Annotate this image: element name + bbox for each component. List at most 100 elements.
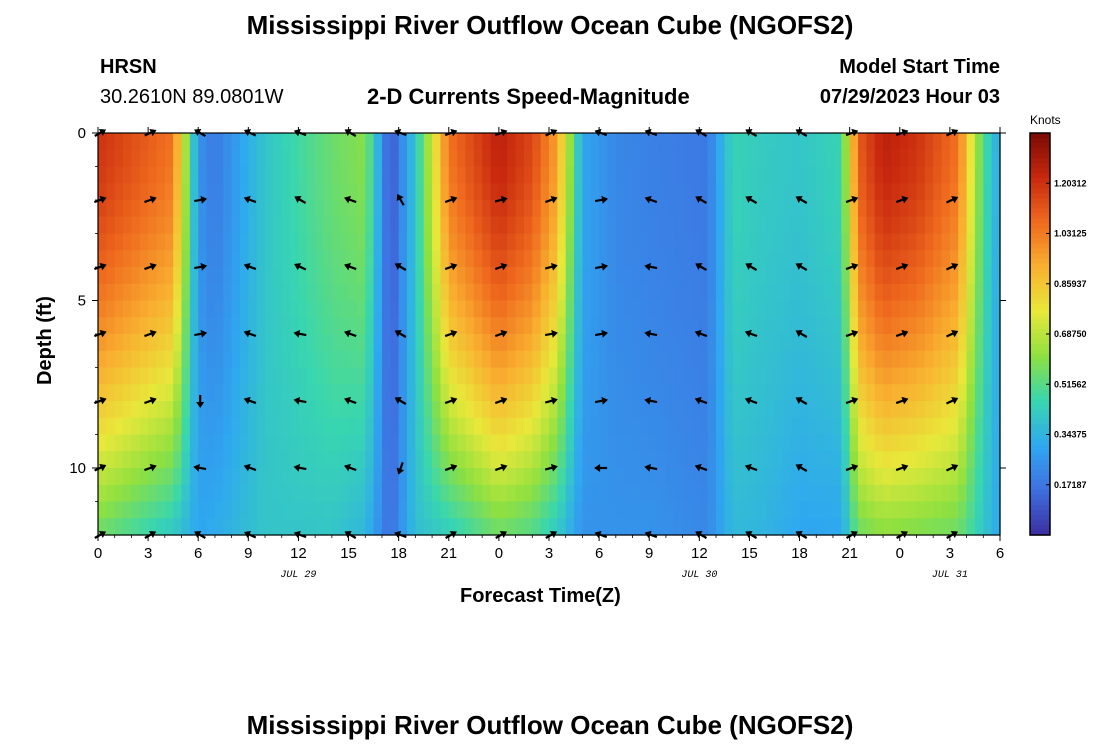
current-arrow [394,263,407,271]
heatmap-cell [290,384,300,402]
current-arrow [845,463,859,472]
heatmap-cell [874,367,884,385]
heatmap-cell [983,334,993,352]
heatmap-cell [532,200,542,218]
heatmap-cell [941,283,951,302]
heatmap-cell [256,216,266,235]
heatmap-cell [941,417,951,436]
heatmap-cell [983,401,993,419]
heatmap-cell [766,434,776,452]
heatmap-cell [181,518,191,536]
heatmap-cell [206,250,216,268]
heatmap-cell [607,283,617,302]
heatmap-cell [206,183,216,201]
heatmap-cell [682,434,692,452]
heatmap-cell [599,401,609,419]
colorbar-segment [1030,198,1050,204]
heatmap-cell [724,283,734,302]
heatmap-cell [891,233,901,251]
heatmap-cell [473,367,483,385]
current-arrow [193,463,207,472]
heatmap-cell [707,300,717,318]
heatmap-cell [315,233,325,251]
heatmap-cell [239,166,249,184]
heatmap-cell [941,267,951,285]
heatmap-cell [273,468,283,486]
heatmap-cell [674,401,684,419]
heatmap-cell [791,417,801,436]
current-arrow [544,463,558,472]
heatmap-cell [214,501,224,519]
heatmap-cell [139,350,149,369]
heatmap-cell [290,149,300,168]
heatmap-cell [465,233,475,251]
heatmap-cell [799,501,809,519]
heatmap-cell [799,250,809,268]
heatmap-cell [532,518,542,536]
heatmap-cell [741,334,751,352]
heatmap-cell [933,283,943,302]
heatmap-cell [432,350,442,369]
heatmap-cell [883,216,893,235]
heatmap-cell [858,250,867,268]
heatmap-cell [699,133,709,151]
heatmap-cell [816,367,826,385]
heatmap-cell [607,434,617,452]
heatmap-cell [473,200,483,218]
heatmap-cell [164,501,174,519]
heatmap-cell [716,267,725,285]
heatmap-cell [273,250,283,268]
heatmap-cell [832,300,842,318]
heatmap-cell [883,518,893,536]
current-arrow [544,262,558,271]
current-arrow [243,463,257,472]
heatmap-cell [874,401,884,419]
current-arrow [294,262,307,271]
heatmap-cell [164,233,174,251]
heatmap-cell [832,267,842,285]
heatmap-cell [557,317,567,335]
heatmap-cell [949,468,959,486]
heatmap-cell [949,149,959,168]
heatmap-cell [465,267,475,285]
heatmap-cell [674,216,684,235]
heatmap-cell [448,216,458,235]
heatmap-cell [465,216,475,235]
heatmap-cell [607,518,617,536]
heatmap-cell [173,317,183,335]
heatmap-cell [273,367,283,385]
heatmap-cell [966,166,976,184]
heatmap-cell [874,233,884,251]
heatmap-cell [523,267,533,285]
heatmap-cell [398,267,408,285]
heatmap-cell [239,216,249,235]
heatmap-cell [106,183,116,201]
heatmap-cell [206,518,216,536]
heatmap-cell [983,283,993,302]
heatmap-cell [340,300,350,318]
heatmap-cell [457,133,467,151]
heatmap-cell [348,183,358,201]
heatmap-cell [507,200,517,218]
heatmap-cell [198,133,208,151]
heatmap-cell [390,149,400,168]
heatmap-cell [265,200,274,218]
heatmap-cell [883,417,893,436]
colorbar-segment [1030,364,1050,370]
heatmap-cell [874,501,884,519]
heatmap-cell [231,367,241,385]
heatmap-cell [231,267,241,285]
heatmap-cell [348,283,358,302]
heatmap-cell [574,384,584,402]
heatmap-cell [782,183,792,201]
heatmap-cell [315,283,325,302]
heatmap-cell [574,133,584,151]
heatmap-cell [891,434,901,452]
heatmap-cell [465,283,475,302]
heatmap-cell [749,468,759,486]
heatmap-cell [323,484,333,503]
heatmap-cell [966,200,976,218]
heatmap-cell [473,216,483,235]
heatmap-cell [866,133,876,151]
heatmap-cell [281,166,291,184]
